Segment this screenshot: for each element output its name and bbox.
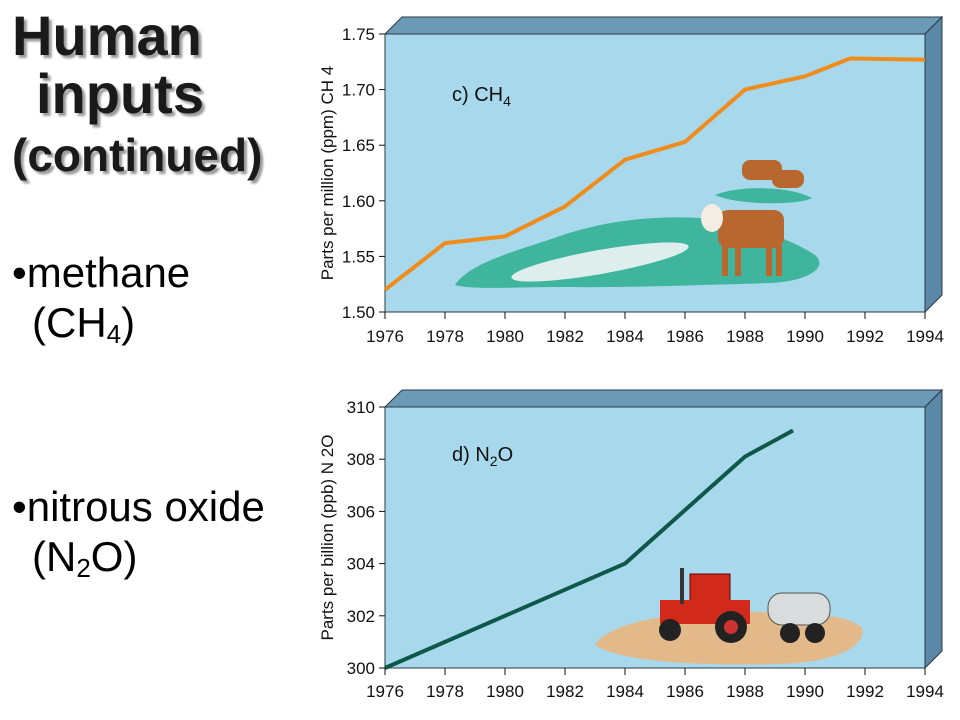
x-tick-label: 1984 <box>606 327 644 346</box>
y-tick-label: 1.55 <box>342 247 375 266</box>
x-tick-label: 1976 <box>366 682 404 701</box>
x-tick-label: 1980 <box>486 327 524 346</box>
panel-label: d) N2O <box>452 444 513 469</box>
panel-side-face <box>924 15 943 314</box>
x-tick-label: 1980 <box>486 682 524 701</box>
x-tick-label: 1978 <box>426 682 464 701</box>
y-tick-label: 1.75 <box>342 25 375 44</box>
x-tick-label: 1990 <box>786 327 824 346</box>
cow-leg-2 <box>735 246 741 276</box>
trailer-wheel-1 <box>780 623 800 643</box>
y-tick-label: 302 <box>347 607 375 626</box>
tractor-exhaust <box>680 568 684 604</box>
x-tick-label: 1994 <box>906 327 944 346</box>
y-tick-label: 310 <box>347 398 375 417</box>
cow-head <box>701 204 723 232</box>
y-tick-label: 300 <box>347 659 375 678</box>
panel-top-face <box>383 389 944 408</box>
y-tick-label: 1.50 <box>342 303 375 322</box>
bullet-methane: •methane (CH4) <box>12 248 190 351</box>
y-tick-label: 1.70 <box>342 81 375 100</box>
x-tick-label: 1988 <box>726 682 764 701</box>
x-tick-label: 1990 <box>786 682 824 701</box>
x-tick-label: 1994 <box>906 682 944 701</box>
bullet-nitrous-oxide-formula: (N2O) <box>32 533 138 584</box>
y-tick-label: 308 <box>347 450 375 469</box>
tractor-front-wheel <box>659 619 681 641</box>
slide-title: Human inputs (continued) <box>12 4 263 181</box>
x-tick-label: 1986 <box>666 682 704 701</box>
distant-cow-1 <box>742 160 782 180</box>
bullet-methane-text: •methane <box>12 249 191 296</box>
x-tick-label: 1986 <box>666 327 704 346</box>
x-tick-label: 1976 <box>366 327 404 346</box>
title-line-1: Human <box>12 4 202 67</box>
y-tick-label: 1.65 <box>342 136 375 155</box>
tractor-rear-hub <box>724 620 738 634</box>
y-axis-title: Parts per million (ppm) CH 4 <box>318 66 337 280</box>
x-tick-label: 1988 <box>726 327 764 346</box>
bullet-nitrous-oxide-text: •nitrous oxide <box>12 483 265 530</box>
x-tick-label: 1982 <box>546 682 584 701</box>
x-tick-label: 1992 <box>846 682 884 701</box>
chart-panel-1: 1976 1978 1980 1982 1984 1986 1988 1990 1992 1994… <box>318 388 944 701</box>
y-tick-label: 1.60 <box>342 192 375 211</box>
panel-label: c) CH4 <box>452 84 511 109</box>
cow-leg-1 <box>722 246 728 276</box>
distant-field <box>715 188 812 204</box>
panel-top-face <box>383 16 944 35</box>
x-tick-label: 1984 <box>606 682 644 701</box>
tractor-illustration <box>595 568 863 665</box>
data-series-line <box>383 56 926 292</box>
x-tick-label: 1982 <box>546 327 584 346</box>
bullet-methane-formula: (CH4) <box>32 299 136 350</box>
title-line-3: (continued) <box>12 129 263 181</box>
x-tick-label: 1992 <box>846 327 884 346</box>
y-tick-label: 306 <box>347 502 375 521</box>
chart-panel-0: 1976 1978 1980 1982 1984 1986 1988 1990 1992 1994… <box>318 15 944 346</box>
cow-leg-4 <box>776 246 782 276</box>
cattle-illustration <box>455 160 820 288</box>
y-tick-label: 304 <box>347 555 375 574</box>
data-series-line <box>384 428 794 670</box>
x-tick-label: 1978 <box>426 327 464 346</box>
distant-cow-2 <box>772 170 804 188</box>
trailer-wheel-2 <box>805 623 825 643</box>
cow-leg-3 <box>766 246 772 276</box>
y-axis-title: Parts per billion (ppb) N 2O <box>318 435 337 641</box>
bullet-nitrous-oxide: •nitrous oxide (N2O) <box>12 482 265 585</box>
pond-highlight <box>511 242 689 282</box>
tank-trailer <box>767 592 831 626</box>
panel-side-face <box>924 388 943 670</box>
cow-body <box>718 210 784 248</box>
title-line-2: inputs <box>36 62 204 125</box>
